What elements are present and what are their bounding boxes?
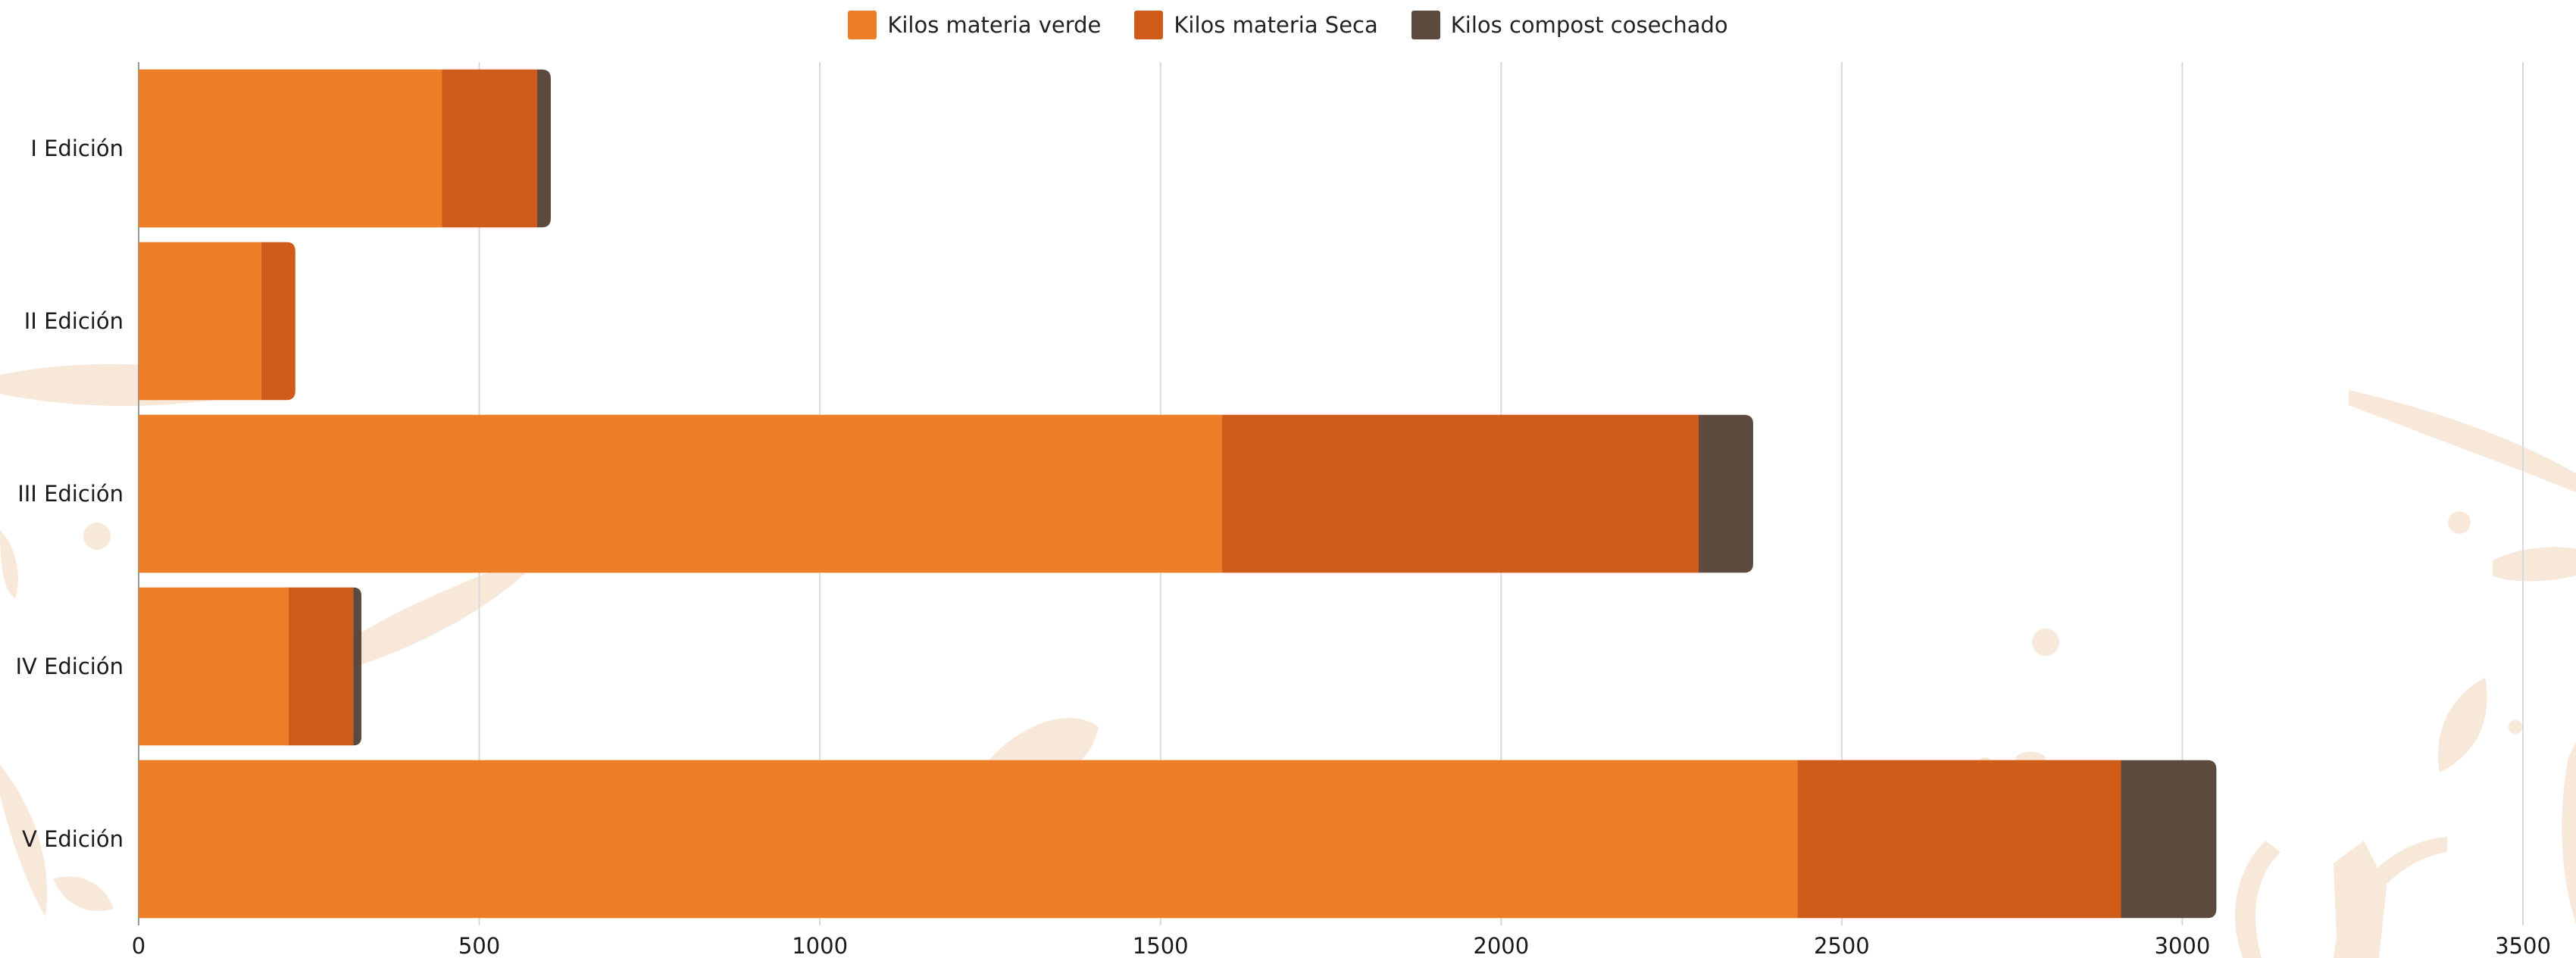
- legend-swatch: [1411, 11, 1440, 39]
- bar-segment: [139, 587, 289, 746]
- x-tick-label: 1000: [792, 933, 848, 958]
- category-label: V Edición: [22, 826, 123, 852]
- category-label: II Edición: [24, 308, 123, 334]
- x-tick-label: 2000: [1473, 933, 1529, 958]
- bar-segment: [442, 69, 537, 228]
- bar-segment: [1699, 414, 1753, 573]
- axis-labels: I Edición II Edición III Edición IV Edición…: [15, 136, 2550, 958]
- bar-segment: [1797, 760, 2121, 919]
- bar-segment: [139, 760, 1798, 919]
- bar-segment: [353, 587, 362, 746]
- x-tick-label: 1500: [1133, 933, 1189, 958]
- bars: [139, 69, 2217, 919]
- x-tick-label: 0: [132, 933, 145, 958]
- bar-segment: [288, 587, 354, 746]
- x-tick-label: 3500: [2495, 933, 2551, 958]
- legend-item: Kilos compost cosechado: [1411, 11, 1728, 39]
- bar-segment: [261, 242, 295, 401]
- legend-swatch: [848, 11, 877, 39]
- bar-segment: [139, 69, 442, 228]
- category-label: IV Edición: [15, 654, 123, 679]
- legend: Kilos materia verde Kilos materia Seca Kil…: [0, 11, 2576, 39]
- bar-segment: [139, 242, 261, 401]
- bar-segment: [1221, 414, 1699, 573]
- bar-segment: [2121, 760, 2217, 919]
- bar-segment: [139, 414, 1222, 573]
- legend-label: Kilos materia Seca: [1174, 12, 1378, 38]
- legend-item: Kilos materia Seca: [1134, 11, 1378, 39]
- legend-swatch: [1134, 11, 1164, 39]
- x-tick-label: 2500: [1814, 933, 1870, 958]
- x-tick-label: 500: [458, 933, 500, 958]
- category-label: III Edición: [17, 481, 123, 507]
- legend-item: Kilos materia verde: [848, 11, 1101, 39]
- bar-segment: [536, 69, 551, 228]
- category-label: I Edición: [30, 136, 123, 161]
- x-tick-label: 3000: [2155, 933, 2211, 958]
- legend-label: Kilos compost cosechado: [1450, 12, 1728, 38]
- legend-label: Kilos materia verde: [887, 12, 1102, 38]
